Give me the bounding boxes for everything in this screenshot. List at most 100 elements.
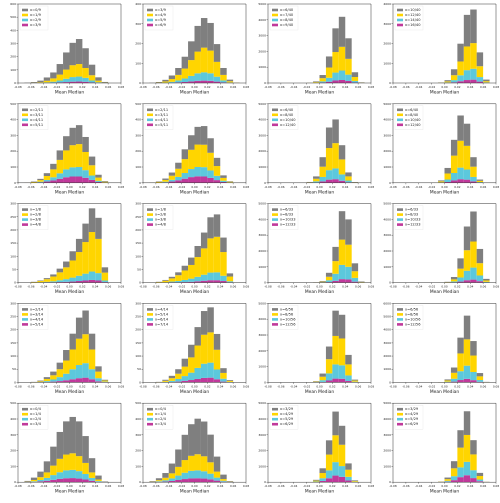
x-tick-label: -0.06 <box>27 285 34 289</box>
bar <box>89 176 95 180</box>
bar <box>82 78 88 82</box>
bar <box>464 280 470 282</box>
bar <box>95 239 101 273</box>
bar <box>220 373 226 379</box>
x-tick-label: 0.08 <box>118 285 124 289</box>
x-tick-label: 0.00 <box>441 185 447 189</box>
bar <box>352 72 358 77</box>
x-tick-label: 0.02 <box>79 185 85 189</box>
legend-label: x=3/29 <box>405 407 419 411</box>
y-tick-label: 0 <box>14 281 16 285</box>
bar <box>169 378 175 381</box>
legend-label: x=1/9 <box>30 13 42 17</box>
y-tick-label: 0 <box>14 181 16 185</box>
bar <box>332 476 338 483</box>
bar <box>332 247 338 261</box>
legend-swatch <box>22 24 28 27</box>
legend-label: x=1/8 <box>30 208 42 212</box>
bar <box>332 28 338 52</box>
x-tick-label: 0.08 <box>243 285 249 289</box>
bar <box>57 173 63 179</box>
bar <box>63 361 69 374</box>
bar <box>345 477 351 481</box>
bar <box>95 366 101 371</box>
x-axis-label: Mean Median <box>55 90 85 96</box>
bar <box>457 61 463 75</box>
bar <box>188 169 194 177</box>
bar <box>89 165 95 175</box>
bar <box>464 475 470 482</box>
x-tick-label: -0.08 <box>264 185 271 189</box>
bar <box>227 273 233 276</box>
bar <box>339 265 345 279</box>
y-tick-label: 0 <box>139 480 141 484</box>
legend-swatch <box>272 413 278 416</box>
bar <box>345 38 351 59</box>
bar <box>195 73 201 81</box>
bar <box>320 157 326 166</box>
y-tick-label: 4000 <box>258 417 266 421</box>
legend-swatch <box>272 19 278 22</box>
x-tick-label: -0.08 <box>389 285 396 289</box>
bar <box>320 177 326 181</box>
y-tick-label: 5000 <box>258 102 266 106</box>
bar <box>82 311 88 335</box>
x-tick-label: 0.06 <box>105 484 111 488</box>
legend-label: x=3/4 <box>155 422 167 426</box>
x-tick-label: 0.06 <box>230 185 236 189</box>
x-axis-label: Mean Median <box>180 389 210 395</box>
bar <box>162 478 168 481</box>
bar <box>169 75 175 79</box>
bar <box>339 240 345 265</box>
bar <box>352 278 358 282</box>
y-tick-label: 300 <box>135 22 141 26</box>
bar <box>169 381 175 382</box>
x-tick-label: 0.04 <box>342 85 348 89</box>
legend-swatch <box>397 19 403 22</box>
bar <box>95 481 101 482</box>
bar <box>227 381 233 382</box>
bar <box>89 75 95 80</box>
y-tick-label: 400 <box>135 417 141 421</box>
bar <box>227 182 233 183</box>
legend-label: x=6/56 <box>405 307 419 311</box>
y-tick-label: 300 <box>135 301 141 305</box>
legend-swatch <box>397 308 403 311</box>
bar <box>320 282 326 283</box>
y-tick-label: 1000 <box>258 464 266 468</box>
y-tick-label: 5000 <box>258 401 266 405</box>
x-tick-label: 0.06 <box>355 384 361 388</box>
bar <box>451 69 457 75</box>
bar <box>82 48 88 68</box>
legend-swatch <box>272 208 278 211</box>
legend-swatch <box>397 313 403 316</box>
bar <box>201 378 207 382</box>
bar <box>169 277 175 279</box>
y-tick-label: 4000 <box>383 118 391 122</box>
bar <box>182 57 188 69</box>
y-tick-label: 1000 <box>258 65 266 69</box>
bar <box>201 311 207 335</box>
x-tick-label: -0.02 <box>303 85 310 89</box>
bar <box>339 477 345 482</box>
y-tick-label: 2000 <box>258 249 266 253</box>
legend-swatch <box>272 223 278 226</box>
x-tick-label: 0.02 <box>454 484 460 488</box>
bar <box>188 265 194 279</box>
bar <box>339 80 345 83</box>
y-tick-label: 400 <box>135 118 141 122</box>
x-tick-label: 0.06 <box>230 85 236 89</box>
bar <box>214 272 220 280</box>
legend-label: x=8/56 <box>405 312 419 316</box>
bar <box>201 275 207 281</box>
bar <box>188 380 194 382</box>
x-tick-label: 0.04 <box>217 484 223 488</box>
bar <box>352 380 358 381</box>
x-tick-label: 0.04 <box>467 185 473 189</box>
y-tick-label: 100 <box>135 254 141 258</box>
x-tick-label: -0.08 <box>139 484 146 488</box>
bar <box>201 233 207 249</box>
x-tick-label: -0.08 <box>139 185 146 189</box>
